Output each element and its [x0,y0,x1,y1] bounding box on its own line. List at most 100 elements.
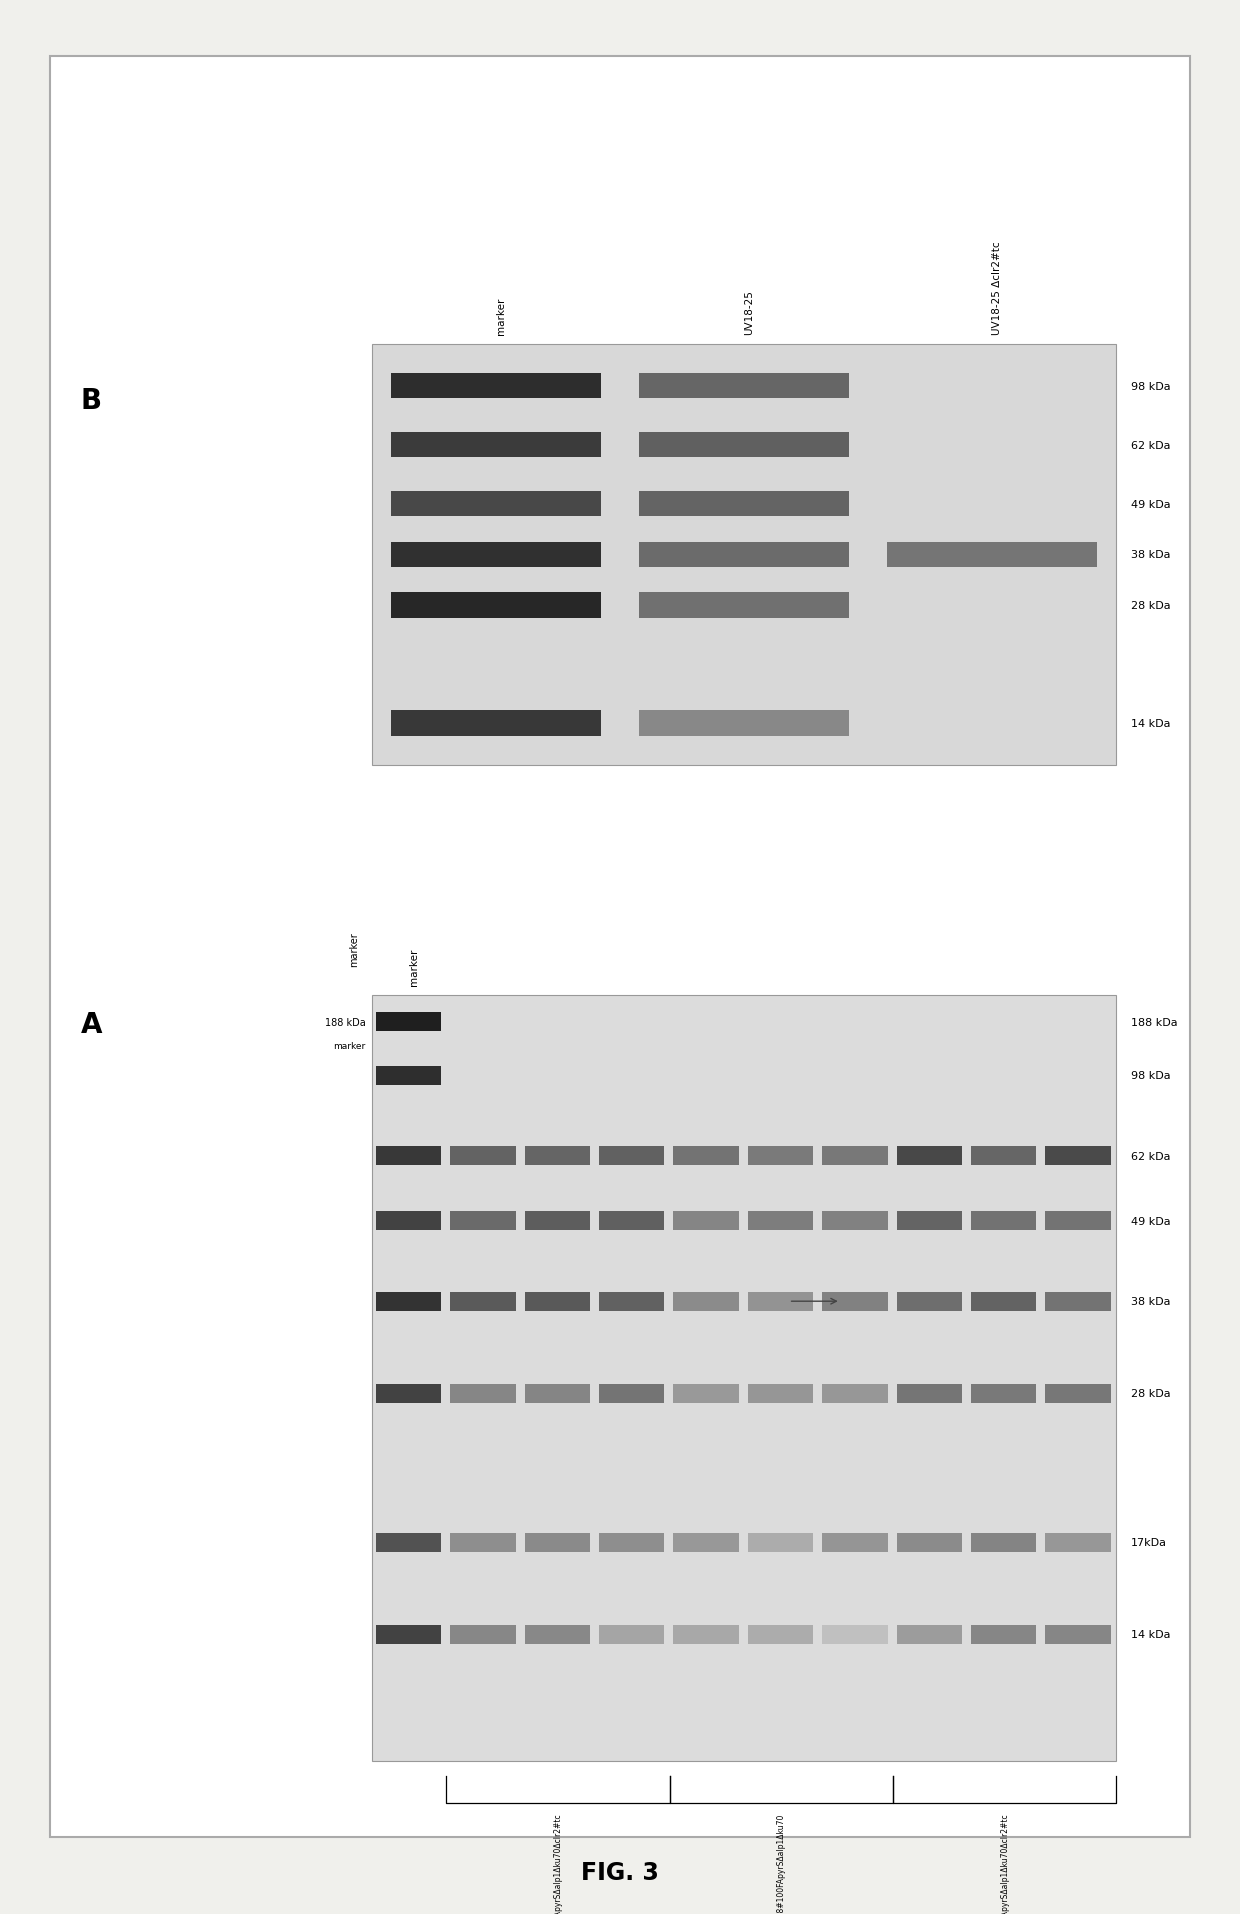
Bar [1045,1212,1111,1231]
Bar [639,593,849,618]
Text: 14 kDa: 14 kDa [1131,1629,1171,1640]
Text: A: A [81,1011,102,1039]
Bar [391,593,601,618]
Bar [897,1146,962,1166]
Bar [376,1384,441,1403]
Bar [1045,1292,1111,1311]
Bar [525,1292,590,1311]
Bar [376,1292,441,1311]
Bar [822,1292,888,1311]
Text: 38 kDa: 38 kDa [1131,549,1171,561]
Bar [887,542,1097,568]
Text: marker: marker [334,1041,366,1051]
Bar [450,1212,516,1231]
Bar [525,1625,590,1644]
Bar [971,1533,1037,1552]
Text: 62 kDa: 62 kDa [1131,440,1171,450]
Bar [748,1384,813,1403]
Bar [971,1212,1037,1231]
Bar [748,1146,813,1166]
Bar [748,1625,813,1644]
Bar [376,1212,441,1231]
Bar [450,1625,516,1644]
Bar [599,1533,665,1552]
Text: 188 kDa: 188 kDa [1131,1016,1178,1028]
Bar [450,1533,516,1552]
Text: FIG. 3: FIG. 3 [582,1860,658,1883]
Bar [897,1533,962,1552]
Bar [822,1533,888,1552]
Bar [971,1625,1037,1644]
Text: 49 kDa: 49 kDa [1131,500,1171,509]
Bar [822,1384,888,1403]
Bar [1045,1146,1111,1166]
Bar [599,1292,665,1311]
Text: marker: marker [409,947,419,986]
Bar [391,433,601,457]
Bar [525,1384,590,1403]
Bar [971,1146,1037,1166]
Bar [376,1625,441,1644]
Text: UV18#100FApyrSΔalp1Δku70Δclr2#tc: UV18#100FApyrSΔalp1Δku70Δclr2#tc [553,1813,563,1914]
Bar [391,492,601,517]
Text: 98 kDa: 98 kDa [1131,1070,1171,1081]
Bar [673,1625,739,1644]
Text: 28 kDa: 28 kDa [1131,601,1171,611]
Text: 98 kDa: 98 kDa [1131,381,1171,392]
Bar [673,1533,739,1552]
Bar [673,1146,739,1166]
Text: marker: marker [350,932,360,967]
Bar [897,1212,962,1231]
Bar [1045,1533,1111,1552]
Text: 62 kDa: 62 kDa [1131,1150,1171,1162]
Text: 38 kDa: 38 kDa [1131,1296,1171,1307]
Bar [372,995,1116,1761]
Bar [391,710,601,737]
Bar [639,433,849,457]
Bar [639,492,849,517]
Text: UV18#100FApyrSΔalp1Δku70Δclr2#tc: UV18#100FApyrSΔalp1Δku70Δclr2#tc [999,1813,1009,1914]
Bar [525,1146,590,1166]
Bar [525,1533,590,1552]
Bar [639,373,849,400]
Bar [673,1384,739,1403]
Bar [897,1384,962,1403]
Text: B: B [81,387,102,415]
Text: 17kDa: 17kDa [1131,1537,1167,1548]
Bar [639,710,849,737]
Bar [376,1013,441,1032]
Text: UV18-25: UV18-25 [744,291,754,335]
Bar [673,1292,739,1311]
Bar [822,1146,888,1166]
Text: 49 kDa: 49 kDa [1131,1215,1171,1227]
Bar [450,1384,516,1403]
Bar [822,1212,888,1231]
Text: 14 kDa: 14 kDa [1131,718,1171,729]
Bar [897,1625,962,1644]
Bar [748,1533,813,1552]
Bar [748,1212,813,1231]
Bar [971,1292,1037,1311]
Bar [639,542,849,568]
Bar [748,1292,813,1311]
Bar [1045,1384,1111,1403]
Bar [1045,1625,1111,1644]
Bar [376,1533,441,1552]
Bar [673,1212,739,1231]
Bar [599,1625,665,1644]
Bar [525,1212,590,1231]
Text: marker: marker [496,297,506,335]
Bar [599,1146,665,1166]
Bar [599,1384,665,1403]
Bar [450,1146,516,1166]
Bar [450,1292,516,1311]
Bar [599,1212,665,1231]
Text: 28 kDa: 28 kDa [1131,1388,1171,1399]
Bar [822,1625,888,1644]
Bar [971,1384,1037,1403]
Bar [376,1146,441,1166]
Bar [376,1066,441,1085]
Bar [372,345,1116,766]
Text: UV18#100FApyrSΔalp1Δku70: UV18#100FApyrSΔalp1Δku70 [776,1813,786,1914]
Text: UV18-25 Δclr2#tc: UV18-25 Δclr2#tc [992,241,1002,335]
